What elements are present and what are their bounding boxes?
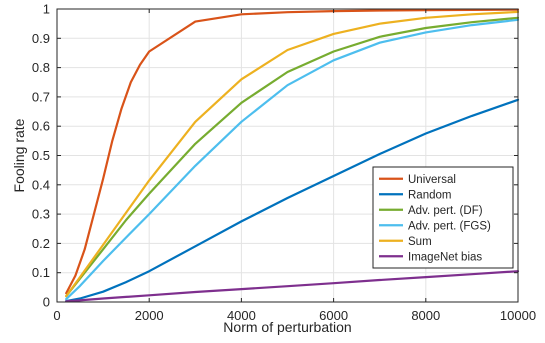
legend: Universal Random Adv. pert. (DF) Adv. pert.…	[372, 166, 514, 269]
y-tick-label: 0.2	[32, 236, 50, 251]
series-lines	[65, 8, 520, 303]
series-line-adv-pert-df	[65, 16, 520, 298]
y-tick-label: 0.7	[32, 89, 50, 104]
legend-label-random: Random	[408, 189, 451, 201]
x-tick-label: 0	[53, 308, 60, 323]
series-line-universal	[65, 8, 520, 295]
y-tick-label: 1	[43, 2, 50, 17]
y-tick-label: 0.9	[32, 31, 50, 46]
series-line-imagenet-bias	[65, 270, 520, 303]
legend-label-imagenet-bias: ImageNet bias	[408, 251, 482, 263]
series-line-random	[65, 98, 520, 303]
axis-ticks: 0 2000 4000 6000 8000 10000 0 0.1 0.2 0.3 0.4 0.5 0.…	[32, 2, 536, 324]
legend-label-adv-pert-fgs: Adv. pert. (FGS)	[408, 220, 491, 232]
x-tick-label: 8000	[411, 308, 440, 323]
x-tick-label: 4000	[227, 308, 256, 323]
y-tick-label: 0.6	[32, 119, 50, 134]
series-line-adv-pert-fgs	[65, 18, 520, 301]
x-axis-title: Norm of perturbation	[223, 319, 351, 335]
legend-box	[372, 166, 514, 269]
x-tick-label: 2000	[135, 308, 164, 323]
y-tick-label: 0.5	[32, 148, 50, 163]
x-tick-label: 10000	[500, 308, 536, 323]
legend-label-sum: Sum	[408, 236, 432, 248]
legend-label-universal: Universal	[408, 174, 456, 186]
y-tick-label: 0.1	[32, 265, 50, 280]
y-tick-label: 0.4	[32, 177, 50, 192]
series-line-sum	[65, 10, 520, 298]
y-tick-label: 0.8	[32, 60, 50, 75]
legend-label-adv-pert-df: Adv. pert. (DF)	[408, 205, 483, 217]
y-tick-label: 0.3	[32, 207, 50, 222]
y-axis-title: Fooling rate	[11, 118, 27, 192]
y-tick-label: 0	[43, 295, 50, 310]
x-tick-label: 6000	[319, 308, 348, 323]
